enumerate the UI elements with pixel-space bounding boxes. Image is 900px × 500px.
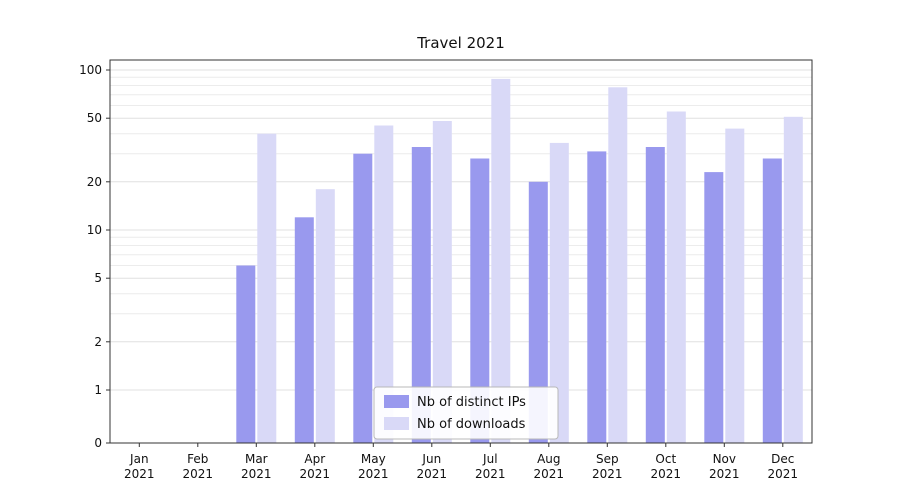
legend: Nb of distinct IPs Nb of downloads <box>373 386 559 440</box>
x-tick-label-jan: Jan 2021 <box>124 452 155 481</box>
x-tick-label-feb: Feb 2021 <box>183 452 214 481</box>
bar-downloads-jul <box>491 78 511 444</box>
chart-title: Travel 2021 <box>416 34 505 52</box>
y-tick-label-5: 5 <box>94 271 102 285</box>
x-tick-label-sep: Sep 2021 <box>592 452 623 481</box>
bar-distinct-ips-dec <box>762 158 782 443</box>
x-tick-label-oct: Oct 2021 <box>651 452 682 481</box>
bar-downloads-jun <box>432 121 452 443</box>
bar-distinct-ips-may <box>353 153 373 443</box>
bar-distinct-ips-aug <box>528 181 548 444</box>
y-tick-label-100: 100 <box>79 63 102 77</box>
legend-box <box>373 386 559 440</box>
bar-downloads-mar <box>257 133 277 443</box>
bar-downloads-sep <box>608 87 628 444</box>
bar-distinct-ips-nov <box>704 172 724 443</box>
bar-distinct-ips-sep <box>587 151 607 443</box>
bar-downloads-may <box>374 125 394 443</box>
legend-label-downloads: Nb of downloads <box>417 417 526 432</box>
x-tick-label-aug: Aug 2021 <box>534 452 565 481</box>
x-tick-label-jul: Jul 2021 <box>475 452 506 481</box>
bar-distinct-ips-apr <box>294 217 314 443</box>
plot-border <box>109 59 813 444</box>
bar-distinct-ips-jun <box>411 147 431 443</box>
x-tick-label-nov: Nov 2021 <box>709 452 740 481</box>
legend-label-distinct-ips: Nb of distinct IPs <box>417 395 526 410</box>
legend-swatch-distinct-ips <box>384 395 409 408</box>
y-tick-label-50: 50 <box>87 111 102 125</box>
x-tick-label-mar: Mar 2021 <box>241 452 272 481</box>
x-tick-label-apr: Apr 2021 <box>300 452 331 481</box>
y-tick-label-1: 1 <box>94 383 102 397</box>
bar-distinct-ips-jul <box>470 158 490 443</box>
bar-distinct-ips-oct <box>645 147 665 443</box>
y-tick-label-10: 10 <box>87 223 102 237</box>
x-tick-label-may: May 2021 <box>358 452 389 481</box>
legend-swatch-downloads <box>384 417 409 430</box>
bar-downloads-oct <box>666 111 686 443</box>
y-tick-label-0: 0 <box>94 436 102 450</box>
x-tick-label-dec: Dec 2021 <box>768 452 799 481</box>
y-tick-label-2: 2 <box>94 335 102 349</box>
bars <box>236 78 803 444</box>
x-tick-label-jun: Jun 2021 <box>417 452 448 481</box>
bar-downloads-aug <box>549 142 569 443</box>
bar-distinct-ips-mar <box>236 265 256 443</box>
bar-downloads-dec <box>783 116 803 444</box>
bar-downloads-nov <box>725 128 745 443</box>
axes: 0 1 2 5 10 20 50 100 Jan 2021 Feb 2021 Mar 2021 Apr 202… <box>79 59 813 481</box>
y-tick-label-20: 20 <box>87 175 102 189</box>
bar-downloads-apr <box>315 189 335 443</box>
gridlines <box>110 69 812 391</box>
